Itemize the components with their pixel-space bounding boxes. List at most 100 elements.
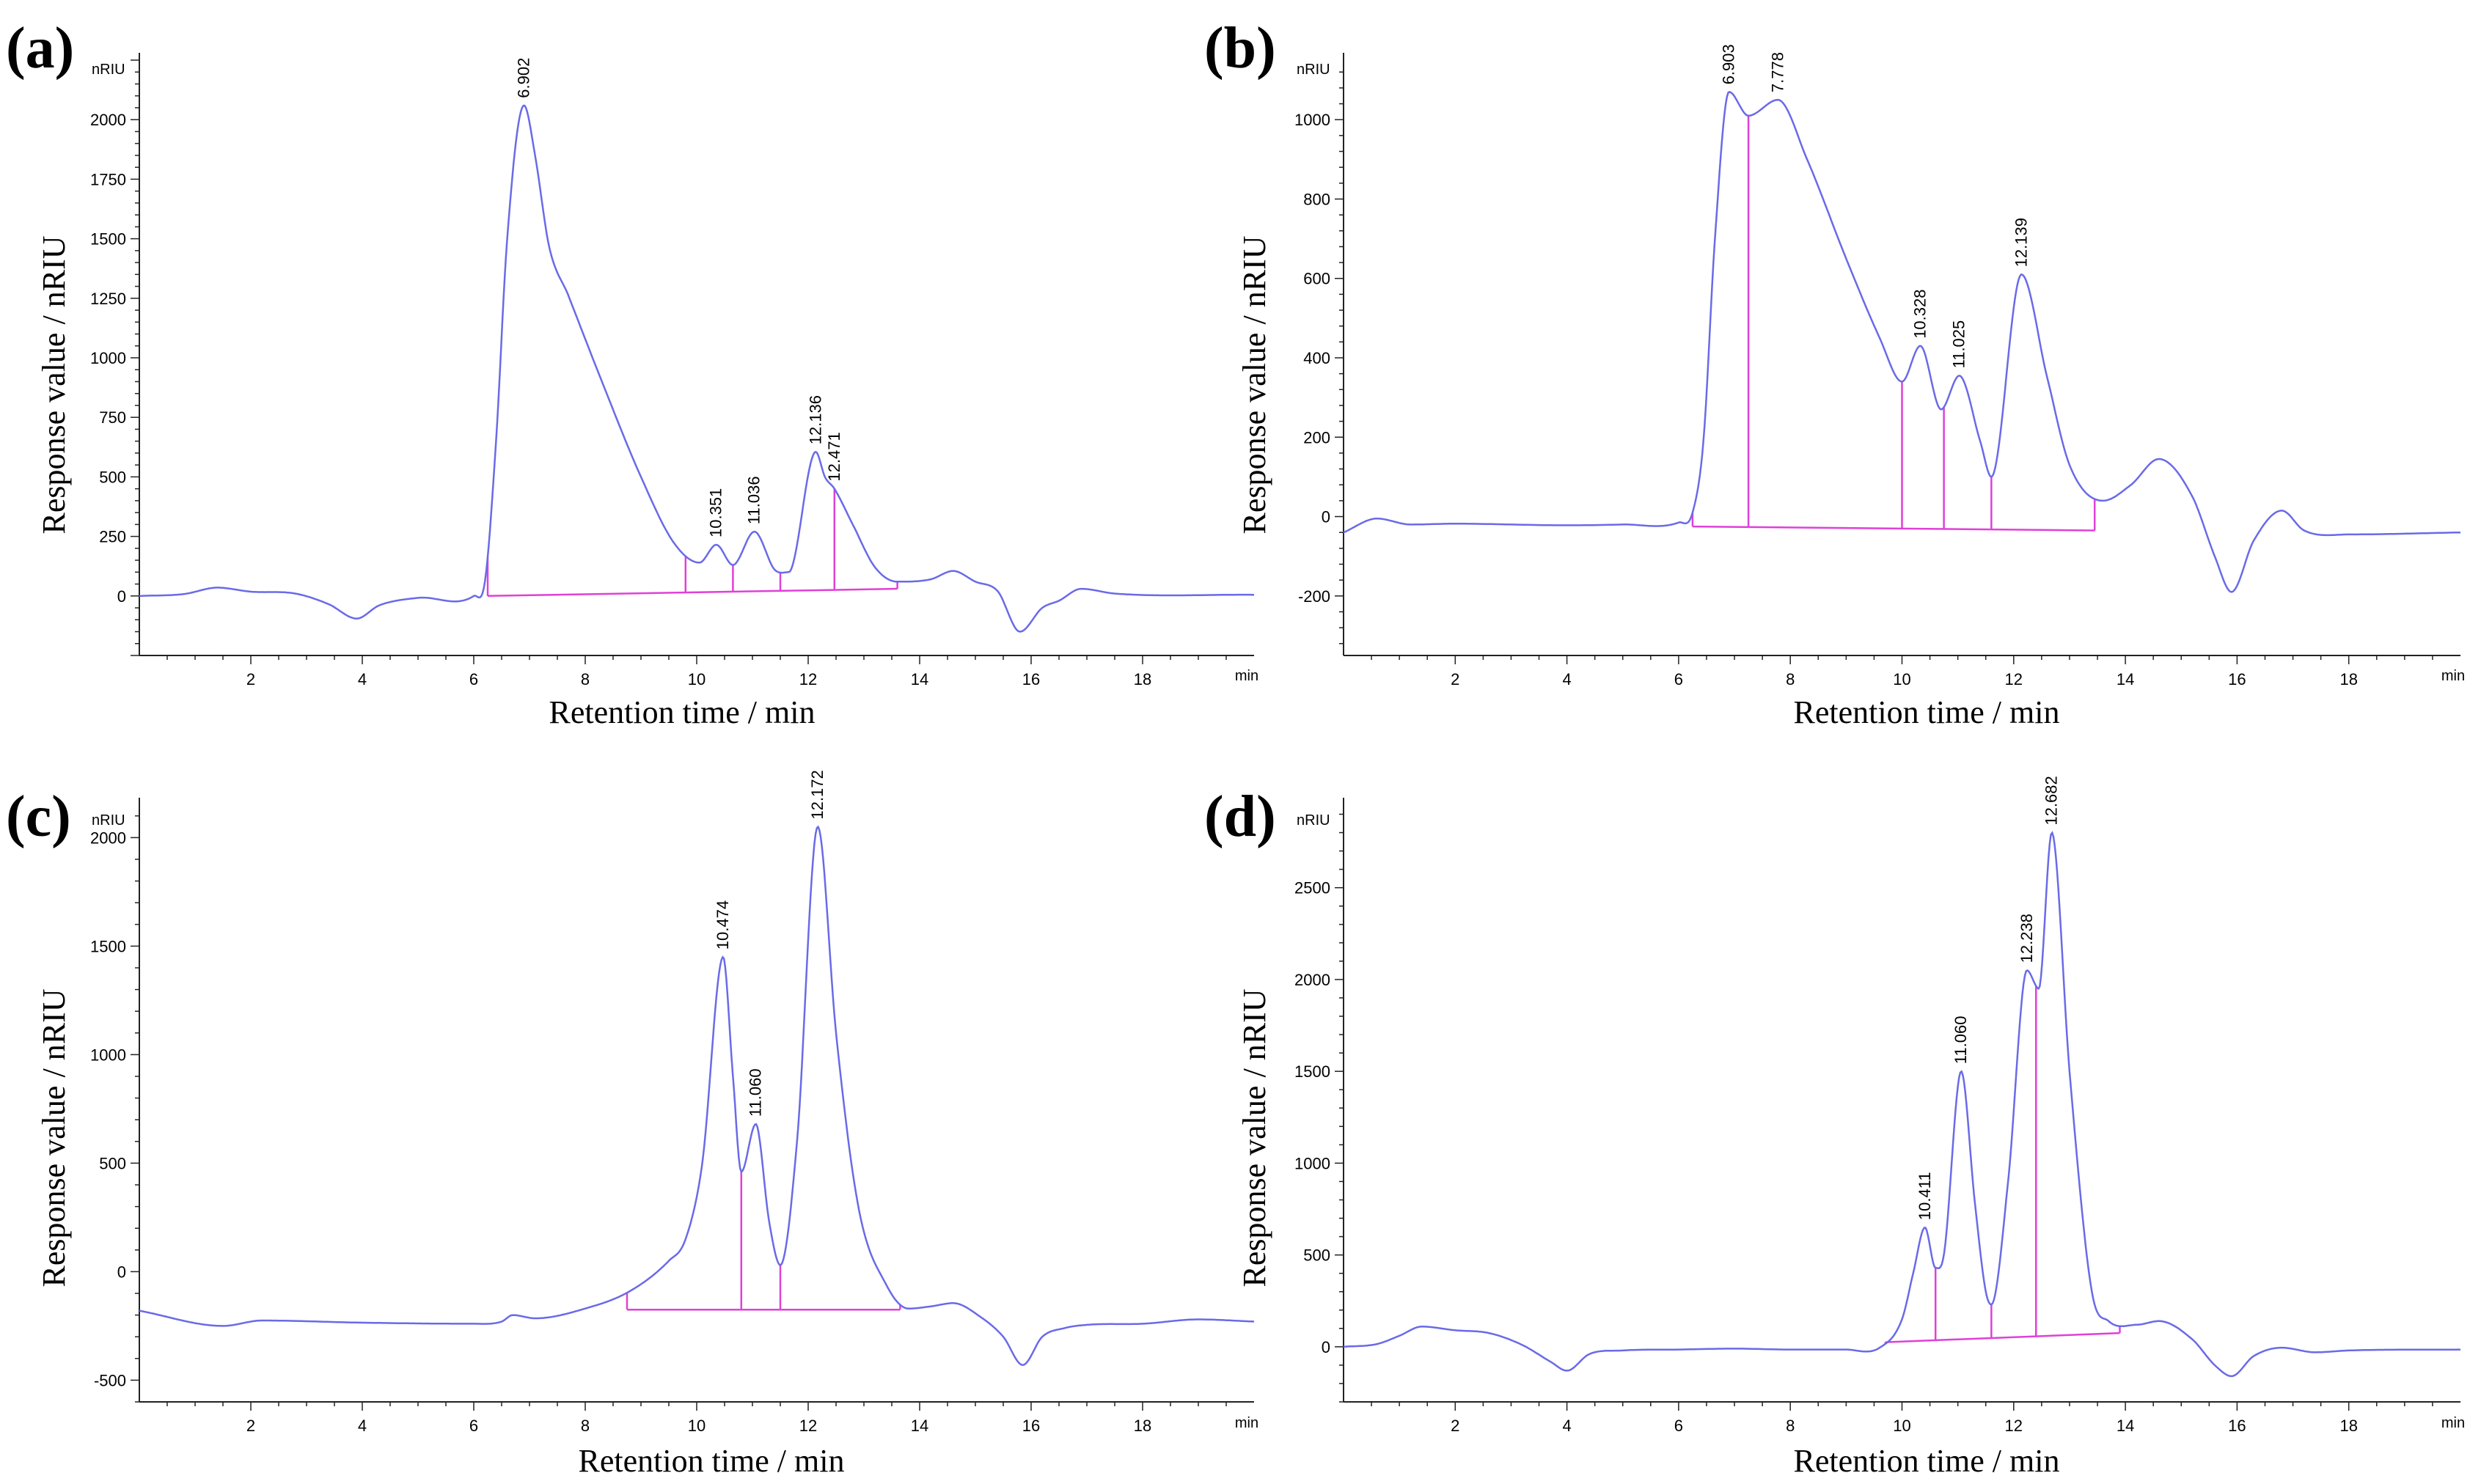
chromatogram-trace bbox=[139, 104, 1254, 633]
y-tick-label: 1000 bbox=[1294, 1154, 1330, 1172]
x-tick-label: 6 bbox=[1674, 670, 1683, 688]
x-axis-title: Retention time / min bbox=[579, 1443, 845, 1479]
x-tick-label: 16 bbox=[1022, 670, 1040, 688]
x-axis-title: Retention time / min bbox=[549, 694, 816, 730]
x-tick-label: 12 bbox=[2005, 1417, 2023, 1435]
x-tick-label: 12 bbox=[799, 1417, 817, 1435]
y-tick-label: 1500 bbox=[90, 937, 126, 955]
panel-label: (d) bbox=[1204, 785, 1276, 849]
y-unit-label: nRIU bbox=[1297, 812, 1330, 829]
integration-baseline bbox=[1885, 1331, 2120, 1343]
y-axis-title: Response value / nRIU bbox=[1236, 989, 1272, 1288]
panel-b: (b) Retention time / min Response value … bbox=[1204, 16, 2465, 730]
peak-label: 12.238 bbox=[2018, 914, 2036, 963]
x-tick-label: 14 bbox=[911, 670, 928, 688]
peak-label: 11.036 bbox=[745, 476, 763, 524]
y-tick-label: 0 bbox=[1322, 1338, 1330, 1356]
chromatogram-trace bbox=[1343, 91, 2460, 593]
peak-label: 10.351 bbox=[707, 488, 725, 537]
peak-label: 12.172 bbox=[808, 770, 827, 819]
panel-label: (b) bbox=[1204, 16, 1276, 81]
x-tick-label: 16 bbox=[2228, 1417, 2246, 1435]
x-tick-label: 4 bbox=[1562, 670, 1571, 688]
y-tick-label: 1750 bbox=[90, 170, 126, 188]
chromatogram-trace bbox=[1343, 831, 2460, 1378]
x-tick-label: 4 bbox=[358, 1417, 367, 1435]
x-tick-label: 2 bbox=[246, 1417, 255, 1435]
x-tick-label: 12 bbox=[799, 670, 817, 688]
y-tick-label: 0 bbox=[117, 1263, 126, 1281]
peak-label: 11.060 bbox=[1952, 1016, 1970, 1065]
y-tick-label: 2000 bbox=[90, 829, 126, 847]
integration-baseline bbox=[1692, 525, 2095, 532]
x-tick-label: 18 bbox=[1134, 670, 1151, 688]
peak-label: 6.903 bbox=[1720, 44, 1738, 84]
y-tick-label: 500 bbox=[1303, 1246, 1330, 1265]
y-tick-label: 1000 bbox=[90, 1046, 126, 1064]
y-tick-label: 400 bbox=[1303, 349, 1330, 367]
x-tick-label: 16 bbox=[1022, 1417, 1040, 1435]
x-unit-label: min bbox=[1235, 668, 1258, 684]
y-tick-label: 2000 bbox=[90, 111, 126, 129]
x-tick-label: 8 bbox=[1786, 670, 1795, 688]
chromatogram-trace bbox=[139, 825, 1255, 1366]
y-tick-label: 600 bbox=[1303, 270, 1330, 288]
y-axis-title: Response value / nRIU bbox=[36, 236, 72, 535]
peak-label: 12.682 bbox=[2042, 776, 2061, 825]
x-tick-label: 6 bbox=[1674, 1417, 1683, 1435]
y-unit-label: nRIU bbox=[92, 62, 125, 78]
x-tick-label: 2 bbox=[246, 670, 255, 688]
integration-baseline bbox=[487, 587, 898, 598]
y-unit-label: nRIU bbox=[1297, 62, 1330, 78]
x-tick-label: 4 bbox=[1562, 1417, 1571, 1435]
x-tick-label: 18 bbox=[2339, 1417, 2357, 1435]
panel-c: (c) Retention time / min Response value … bbox=[6, 770, 1258, 1479]
y-tick-label: -500 bbox=[94, 1371, 126, 1389]
y-tick-label: 1500 bbox=[1294, 1062, 1330, 1081]
x-tick-label: 14 bbox=[2117, 1417, 2134, 1435]
x-tick-label: 6 bbox=[469, 1417, 478, 1435]
x-tick-label: 14 bbox=[911, 1417, 928, 1435]
peak-label: 12.136 bbox=[806, 395, 824, 444]
x-tick-label: 10 bbox=[688, 670, 706, 688]
y-tick-label: 200 bbox=[1303, 428, 1330, 447]
y-tick-label: 500 bbox=[99, 468, 126, 486]
y-tick-label: 250 bbox=[99, 528, 126, 546]
panel-a: (a) Retention time / min Response value … bbox=[6, 16, 1258, 730]
x-tick-label: 10 bbox=[688, 1417, 706, 1435]
x-tick-label: 18 bbox=[2339, 670, 2357, 688]
x-tick-label: 14 bbox=[2117, 670, 2134, 688]
x-unit-label: min bbox=[2441, 668, 2465, 684]
y-tick-label: 0 bbox=[117, 587, 126, 606]
y-tick-label: 1000 bbox=[90, 349, 126, 367]
panel-label: (c) bbox=[6, 785, 71, 849]
peak-label: 6.902 bbox=[515, 58, 533, 98]
y-tick-label: 1500 bbox=[90, 230, 126, 249]
y-axis-title: Response value / nRIU bbox=[36, 989, 72, 1288]
y-unit-label: nRIU bbox=[92, 812, 125, 829]
x-tick-label: 8 bbox=[581, 670, 590, 688]
y-axis-title: Response value / nRIU bbox=[1236, 236, 1272, 535]
x-tick-label: 8 bbox=[581, 1417, 590, 1435]
x-tick-label: 10 bbox=[1893, 1417, 1910, 1435]
x-axis-title: Retention time / min bbox=[1794, 694, 2060, 730]
peak-label: 10.328 bbox=[1911, 290, 1930, 339]
peak-label: 7.778 bbox=[1768, 52, 1786, 92]
peak-label: 10.411 bbox=[1916, 1172, 1934, 1220]
peak-label: 10.474 bbox=[714, 900, 732, 949]
x-axis-title: Retention time / min bbox=[1794, 1443, 2060, 1479]
y-tick-label: 750 bbox=[99, 408, 126, 427]
y-tick-label: 1000 bbox=[1294, 111, 1330, 129]
x-tick-label: 2 bbox=[1451, 670, 1459, 688]
y-tick-label: 2000 bbox=[1294, 971, 1330, 989]
x-tick-label: 18 bbox=[1134, 1417, 1151, 1435]
peak-label: 12.139 bbox=[2012, 218, 2030, 267]
peak-label: 11.060 bbox=[747, 1068, 765, 1117]
y-tick-label: -200 bbox=[1298, 587, 1330, 606]
y-tick-label: 500 bbox=[99, 1154, 126, 1172]
peak-label: 11.025 bbox=[1950, 320, 1968, 369]
peak-label: 12.471 bbox=[825, 432, 843, 481]
x-tick-label: 2 bbox=[1451, 1417, 1459, 1435]
x-tick-label: 4 bbox=[358, 670, 367, 688]
